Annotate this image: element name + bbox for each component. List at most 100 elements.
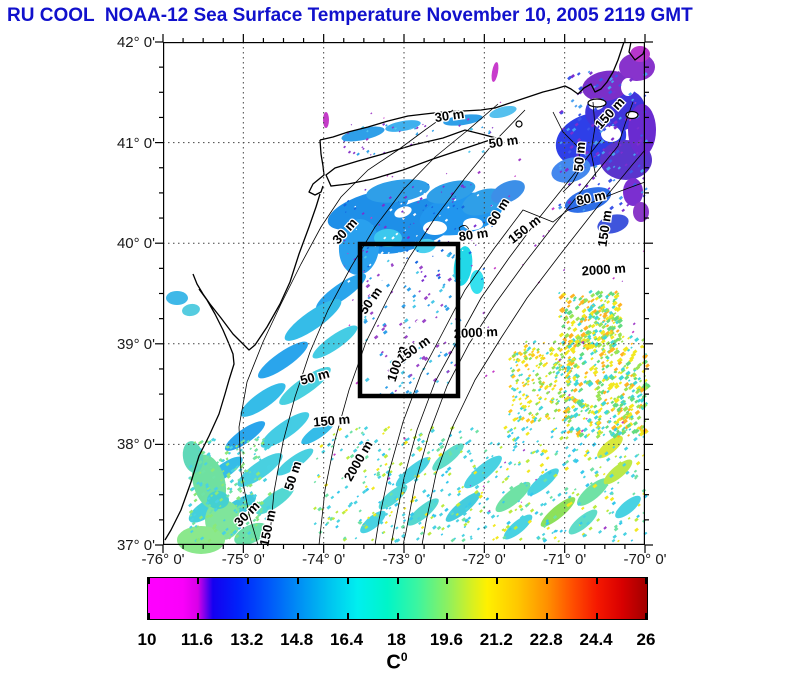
sst-speckle — [578, 183, 582, 187]
sst-speckle — [595, 385, 601, 391]
sst-speckle — [454, 446, 459, 450]
sst-speckle — [324, 523, 328, 527]
sst-speckle — [588, 526, 593, 531]
sst-speckle — [484, 374, 488, 378]
sst-speckle — [431, 129, 435, 133]
sst-speckle — [577, 401, 584, 407]
sst-speckle — [551, 531, 554, 535]
sst-speckle — [388, 514, 392, 517]
sst-speckle — [353, 500, 358, 505]
sst-speckle — [362, 469, 367, 473]
sst-speckle — [454, 195, 457, 198]
sst-speckle — [630, 408, 634, 412]
sst-blob — [423, 221, 447, 235]
sst-speckle — [634, 101, 637, 105]
sst-speckle — [568, 339, 574, 345]
sst-speckle — [634, 399, 639, 404]
sst-speckle — [569, 360, 575, 366]
sst-speckle — [588, 366, 595, 372]
sst-speckle — [549, 348, 553, 353]
sst-speckle — [437, 276, 441, 280]
sst-speckle — [622, 532, 628, 537]
sst-speckle — [461, 538, 466, 543]
sst-speckle — [609, 346, 612, 350]
sst-speckle — [560, 364, 565, 369]
sst-speckle — [464, 441, 469, 446]
sst-speckle — [612, 433, 618, 439]
sst-speckle — [575, 448, 579, 452]
sst-speckle — [640, 425, 645, 430]
colorbar-tick — [396, 613, 399, 619]
sst-speckle — [423, 274, 427, 278]
sst-speckle — [563, 142, 567, 146]
sst-speckle — [557, 539, 561, 543]
sst-speckle — [477, 170, 481, 175]
sst-speckle — [525, 484, 528, 487]
sst-speckle — [508, 427, 514, 432]
sst-speckle — [519, 352, 524, 357]
sst-speckle — [630, 346, 633, 349]
sst-speckle — [235, 523, 241, 529]
colorbar-tick — [246, 578, 249, 584]
sst-speckle — [462, 511, 467, 517]
sst-speckle — [616, 423, 620, 427]
sst-speckle — [560, 354, 565, 359]
sst-speckle — [374, 261, 378, 265]
sst-speckle — [606, 358, 610, 363]
sst-speckle — [616, 509, 620, 513]
sst-speckle — [266, 532, 271, 538]
sst-speckle — [511, 374, 516, 379]
sst-speckle — [206, 452, 211, 457]
sst-speckle — [525, 418, 531, 423]
sst-speckle — [566, 299, 573, 305]
sst-speckle — [379, 352, 384, 357]
sst-speckle — [552, 417, 556, 420]
sst-speckle — [627, 516, 631, 520]
sst-speckle — [618, 381, 623, 385]
sst-speckle — [248, 471, 252, 474]
lat-tick-label: 38° 0' — [116, 436, 155, 454]
sst-speckle — [521, 264, 524, 266]
sst-speckle — [345, 455, 351, 460]
sst-speckle — [628, 417, 632, 420]
sst-speckle — [597, 417, 602, 422]
sst-speckle — [599, 313, 602, 317]
sst-speckle — [539, 397, 542, 401]
sst-speckle — [266, 464, 271, 469]
sst-speckle — [604, 106, 608, 111]
sst-speckle — [527, 493, 530, 496]
sst-speckle — [365, 438, 370, 443]
sst-speckle — [445, 172, 448, 175]
sst-speckle — [512, 358, 516, 361]
sst-speckle — [600, 430, 604, 435]
sst-speckle — [597, 305, 602, 310]
sst-speckle — [456, 207, 459, 210]
sst-speckle — [435, 251, 439, 255]
sst-blob — [470, 270, 484, 294]
sst-speckle — [204, 455, 210, 461]
sst-speckle — [384, 354, 388, 358]
sst-speckle — [427, 303, 431, 307]
sst-speckle — [585, 339, 590, 343]
sst-speckle — [576, 365, 581, 370]
sst-speckle — [330, 457, 334, 461]
sst-speckle — [572, 298, 576, 302]
sst-speckle — [578, 387, 584, 392]
sst-speckle — [587, 300, 591, 304]
sst-speckle — [639, 379, 643, 383]
sst-speckle — [391, 126, 395, 129]
sst-speckle — [575, 316, 581, 322]
sst-speckle — [573, 380, 580, 387]
colorbar-tick-label: 16.4 — [330, 630, 364, 649]
sst-blob — [489, 105, 517, 119]
sst-speckle — [577, 413, 581, 417]
sst-speckle — [540, 502, 545, 507]
sst-speckle — [440, 437, 446, 443]
sst-speckle — [561, 324, 566, 329]
sst-speckle — [433, 499, 438, 504]
sst-speckle — [365, 250, 369, 254]
sst-speckle — [599, 129, 603, 134]
sst-speckle — [432, 359, 436, 362]
sst-blob — [633, 202, 649, 222]
sst-speckle — [590, 357, 594, 361]
